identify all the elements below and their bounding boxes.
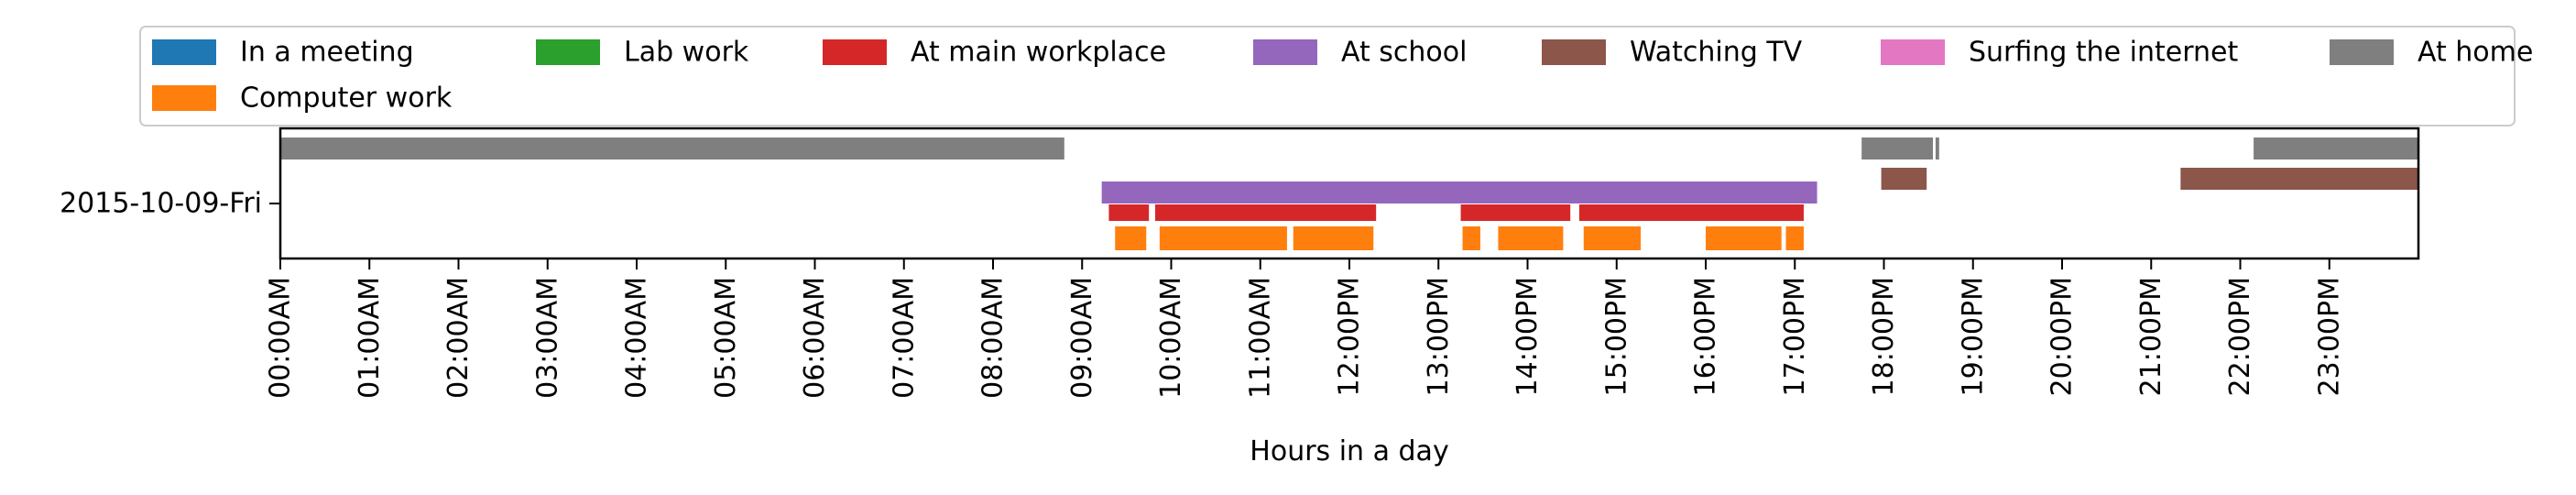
x-tick-label: 12:00PM (1334, 277, 1366, 396)
x-tick-label: 02:00AM (442, 277, 475, 399)
legend-label-at-school: At school (1341, 37, 1467, 69)
bar-watching-tv (2180, 168, 2418, 190)
bar-at-main-workplace (1154, 204, 1377, 221)
x-tick-label: 16:00PM (1690, 277, 1722, 396)
x-tick-label: 04:00AM (621, 277, 653, 399)
bar-computer-work (1293, 226, 1374, 250)
bar-at-home (280, 138, 1064, 160)
bar-at-home (1935, 138, 1939, 160)
x-tick-label: 21:00PM (2135, 277, 2167, 396)
legend-swatch-at-main-workplace (823, 39, 887, 65)
y-tick-label: 2015-10-09-Fri (60, 188, 262, 220)
bar-at-main-workplace (1578, 204, 1804, 221)
bar-computer-work (1706, 226, 1782, 250)
x-tick-label: 10:00AM (1155, 277, 1187, 399)
bar-at-school (1101, 182, 1817, 204)
bar-at-home (2254, 138, 2418, 160)
x-tick-label: 19:00PM (1957, 277, 1989, 396)
bar-at-main-workplace (1460, 204, 1571, 221)
x-axis-label: Hours in a day (1250, 435, 1448, 468)
x-tick-label: 20:00PM (2047, 277, 2079, 396)
legend-swatch-lab-work (536, 39, 600, 65)
legend-swatch-surfing-the-internet (1881, 39, 1945, 65)
bar-at-main-workplace (1108, 204, 1150, 221)
x-tick-label: 18:00PM (1868, 277, 1900, 396)
legend-label-surfing-the-internet: Surfing the internet (1969, 37, 2238, 69)
x-tick-label: 09:00AM (1066, 277, 1098, 399)
x-tick-label: 07:00AM (888, 277, 920, 399)
x-tick-label: 08:00AM (977, 277, 1010, 399)
bar-computer-work (1785, 226, 1804, 250)
legend-label-in-a-meeting: In a meeting (240, 37, 414, 69)
bar-at-home (1861, 138, 1933, 160)
bar-watching-tv (1881, 168, 1927, 190)
x-tick-label: 05:00AM (710, 277, 742, 399)
x-tick-label: 15:00PM (1600, 277, 1632, 396)
legend-swatch-at-school (1253, 39, 1317, 65)
x-tick-label: 01:00AM (354, 277, 386, 399)
legend-swatch-computer-work (152, 85, 216, 111)
x-axis: 00:00AM 01:00AM 02:00AM 03:00AM 04:00AM 05:00… (265, 258, 2345, 399)
x-tick-label: 06:00AM (799, 277, 831, 399)
legend-swatch-at-home (2330, 39, 2394, 65)
legend-label-at-main-workplace: At main workplace (911, 37, 1166, 69)
timeline-bars (280, 138, 2418, 250)
legend-label-lab-work: Lab work (624, 37, 749, 69)
x-tick-label: 23:00PM (2313, 277, 2345, 396)
legend-label-watching-tv: Watching TV (1630, 37, 1803, 69)
legend-label-computer-work: Computer work (240, 82, 453, 115)
bar-computer-work (1498, 226, 1564, 250)
legend-label-at-home: At home (2418, 37, 2533, 69)
bar-computer-work (1462, 226, 1480, 250)
legend: In a meeting Computer work Lab work At main… (139, 26, 2533, 126)
legend-swatch-in-a-meeting (152, 39, 216, 65)
bar-computer-work (1115, 226, 1147, 250)
bar-computer-work (1583, 226, 1642, 250)
y-axis: 2015-10-09-Fri (60, 188, 280, 220)
x-tick-label: 00:00AM (265, 277, 297, 399)
x-tick-label: 22:00PM (2224, 277, 2256, 396)
x-tick-label: 13:00PM (1423, 277, 1455, 396)
x-tick-label: 03:00AM (531, 277, 563, 399)
x-tick-label: 14:00PM (1512, 277, 1544, 396)
legend-swatch-watching-tv (1542, 39, 1606, 65)
x-tick-label: 11:00AM (1244, 277, 1276, 399)
bar-computer-work (1159, 226, 1287, 250)
x-tick-label: 17:00PM (1779, 277, 1811, 396)
